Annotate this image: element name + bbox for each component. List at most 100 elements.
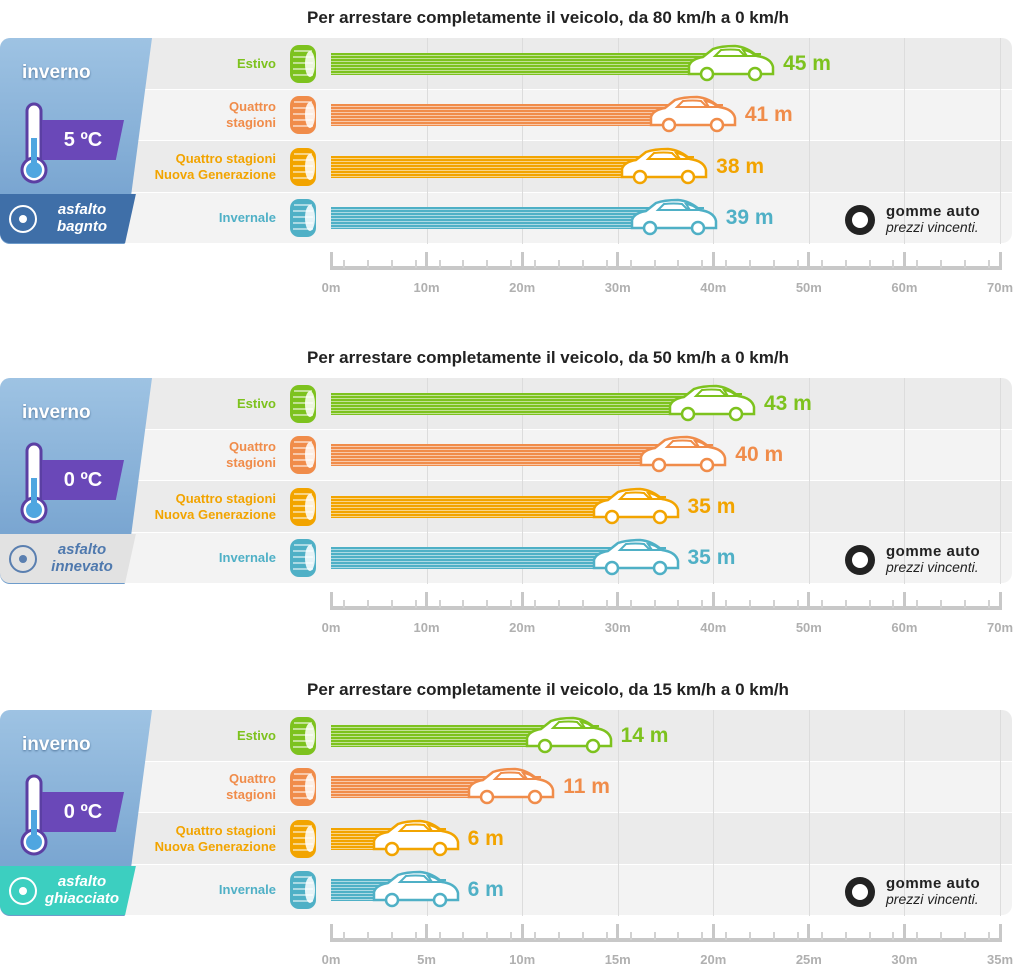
x-axis-line bbox=[331, 606, 1000, 610]
x-tick-label: 35m bbox=[986, 952, 1014, 967]
category-label: Estivo bbox=[236, 727, 276, 743]
category-label: Quattro stagioni Nuova Generazione bbox=[154, 150, 276, 182]
x-tick-mark bbox=[807, 924, 811, 942]
x-tick-mark bbox=[902, 252, 906, 270]
minor-tick bbox=[366, 600, 369, 608]
temperature-badge: 5 ºC bbox=[42, 120, 124, 160]
bar bbox=[331, 207, 704, 230]
tire-icon bbox=[290, 871, 316, 910]
grid-line bbox=[1000, 710, 1001, 916]
car-icon bbox=[592, 538, 679, 576]
car-icon bbox=[687, 44, 775, 81]
bar bbox=[331, 547, 666, 570]
x-tick-label: 40m bbox=[700, 280, 727, 295]
surface-label: asfalto ghiacciato bbox=[44, 872, 120, 907]
minor-tick bbox=[510, 600, 513, 608]
grid-line bbox=[808, 710, 810, 916]
brand-logo-icon bbox=[845, 204, 875, 235]
tire bbox=[288, 197, 318, 244]
minor-tick bbox=[534, 260, 537, 268]
x-tick-label: 0m bbox=[321, 620, 341, 635]
surface-icon bbox=[8, 204, 38, 239]
x-tick-label: 70m bbox=[986, 280, 1014, 295]
tire bbox=[288, 434, 318, 481]
minor-tick bbox=[868, 600, 871, 608]
x-tick-mark bbox=[520, 924, 524, 942]
minor-tick bbox=[557, 600, 560, 608]
minor-tick bbox=[820, 932, 823, 940]
grid-line bbox=[426, 378, 428, 584]
x-tick-label: 20m bbox=[700, 952, 727, 967]
tire-icon bbox=[290, 487, 316, 526]
x-tick-label: 70m bbox=[986, 620, 1014, 635]
x-tick-label: 10m bbox=[413, 620, 440, 635]
minor-tick bbox=[366, 260, 369, 268]
minor-tick bbox=[988, 600, 991, 608]
x-tick-label: 30m bbox=[604, 620, 631, 635]
grid-line bbox=[713, 710, 715, 916]
minor-tick bbox=[820, 260, 823, 268]
x-tick-mark bbox=[329, 924, 333, 942]
minor-tick bbox=[773, 600, 776, 608]
minor-tick bbox=[366, 932, 369, 940]
tire bbox=[288, 383, 318, 430]
x-tick-label: 30m bbox=[604, 280, 631, 295]
car-icon bbox=[468, 767, 555, 805]
minor-tick bbox=[677, 932, 680, 940]
grid-line bbox=[426, 38, 428, 244]
value-label: 6 m bbox=[467, 878, 504, 902]
minor-tick bbox=[390, 932, 393, 940]
minor-tick bbox=[462, 600, 465, 608]
minor-tick bbox=[773, 260, 776, 268]
surface-icon bbox=[8, 876, 38, 911]
value-label: 35 m bbox=[687, 546, 736, 570]
car-icon bbox=[640, 435, 727, 473]
tire-icon bbox=[290, 384, 316, 423]
bar bbox=[331, 104, 723, 127]
tire bbox=[288, 766, 318, 813]
minor-tick bbox=[892, 932, 895, 940]
bar bbox=[331, 495, 666, 518]
car-icon bbox=[592, 487, 679, 524]
minor-tick bbox=[629, 260, 632, 268]
x-tick-mark bbox=[902, 592, 906, 610]
minor-tick bbox=[725, 932, 728, 940]
minor-tick bbox=[342, 600, 345, 608]
minor-tick bbox=[414, 600, 417, 608]
x-tick-mark bbox=[711, 252, 715, 270]
value-label: 11 m bbox=[563, 775, 610, 799]
minor-tick bbox=[940, 600, 943, 608]
minor-tick bbox=[342, 932, 345, 940]
value-label: 43 m bbox=[763, 391, 812, 415]
bar bbox=[331, 392, 742, 415]
value-label: 45 m bbox=[783, 51, 831, 75]
grid-line bbox=[617, 710, 619, 916]
x-tick-label: 20m bbox=[509, 620, 536, 635]
car bbox=[628, 198, 718, 241]
row-background bbox=[0, 864, 1012, 915]
minor-tick bbox=[964, 260, 967, 268]
x-tick-mark bbox=[329, 592, 333, 610]
minor-tick bbox=[725, 260, 728, 268]
season-label: inverno bbox=[22, 62, 91, 83]
grid-line bbox=[1000, 378, 1001, 584]
minor-tick bbox=[605, 600, 608, 608]
season-label: inverno bbox=[22, 402, 91, 423]
grid-line bbox=[617, 38, 619, 244]
grid-line bbox=[522, 378, 524, 584]
value-label: 40 m bbox=[735, 443, 784, 467]
minor-tick bbox=[462, 932, 465, 940]
minor-tick bbox=[462, 260, 465, 268]
x-tick-mark bbox=[807, 592, 811, 610]
x-tick-mark bbox=[616, 924, 620, 942]
chart: Per arrestare completamente il veicolo, … bbox=[0, 340, 1024, 640]
temperature-badge: 0 ºC bbox=[42, 792, 124, 832]
minor-tick bbox=[677, 600, 680, 608]
brand-logo-icon bbox=[845, 544, 875, 575]
x-axis-line bbox=[331, 938, 1000, 942]
minor-tick bbox=[342, 260, 345, 268]
minor-tick bbox=[916, 932, 919, 940]
tire bbox=[288, 43, 318, 90]
minor-tick bbox=[892, 600, 895, 608]
